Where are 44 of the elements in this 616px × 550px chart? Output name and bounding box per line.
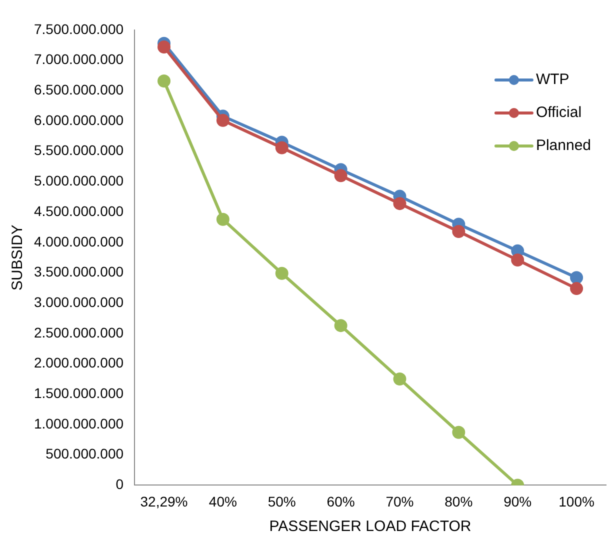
x-tick-label: 32,29% bbox=[140, 493, 188, 510]
point bbox=[216, 114, 230, 127]
y-tick-label: 2.500.000.000 bbox=[34, 324, 124, 340]
y-tick-label: 3.500.000.000 bbox=[34, 264, 124, 280]
point bbox=[334, 319, 348, 332]
y-tick-label: 7.000.000.000 bbox=[34, 51, 124, 68]
x-tick-label: 100% bbox=[558, 493, 594, 510]
x-tick-label: 70% bbox=[386, 493, 414, 510]
y-tick-label: 4.000.000.000 bbox=[34, 233, 124, 250]
point bbox=[275, 141, 288, 154]
y-tick-label: 6.500.000.000 bbox=[34, 82, 124, 98]
point bbox=[511, 254, 524, 267]
y-tick-label: 500.000.000 bbox=[46, 446, 124, 462]
point bbox=[157, 74, 170, 88]
y-tick-label: 1.000.000.000 bbox=[34, 415, 124, 432]
legend-label: Official bbox=[536, 104, 582, 122]
x-tick-label: 50% bbox=[268, 493, 296, 510]
y-tick-label: 1.500.000.000 bbox=[34, 385, 124, 402]
x-tick-label: 40% bbox=[208, 493, 237, 510]
y-tick-label: 4.500.000.000 bbox=[34, 202, 124, 219]
point bbox=[275, 266, 288, 280]
x-tick-label: 90% bbox=[504, 493, 532, 510]
legend-label: Planned bbox=[536, 137, 592, 154]
y-tick-label: 3.000.000.000 bbox=[34, 294, 124, 310]
y-axis-title: SUBSIDY bbox=[9, 224, 26, 291]
y-tick-label: 0 bbox=[116, 476, 124, 492]
y-tick-label: 5.500.000.000 bbox=[34, 142, 124, 158]
point bbox=[452, 225, 466, 238]
point bbox=[216, 212, 230, 226]
point bbox=[570, 271, 584, 284]
legend-label: WTP bbox=[536, 71, 570, 88]
y-tick-label: 5.000.000.000 bbox=[34, 172, 124, 189]
y-tick-label: 6.000.000.000 bbox=[34, 112, 124, 128]
x-tick-label: 80% bbox=[444, 493, 473, 510]
point bbox=[452, 426, 466, 439]
point bbox=[334, 169, 348, 182]
y-tick-label: 2.000.000.000 bbox=[34, 354, 124, 371]
y-tick-label: 7.500.000.000 bbox=[34, 20, 124, 37]
point bbox=[393, 197, 406, 210]
point bbox=[157, 40, 170, 54]
point bbox=[393, 372, 406, 386]
x-tick-label: 60% bbox=[326, 493, 355, 510]
point bbox=[570, 282, 584, 296]
x-axis-title: PASSENGER LOAD FACTOR bbox=[269, 518, 472, 536]
